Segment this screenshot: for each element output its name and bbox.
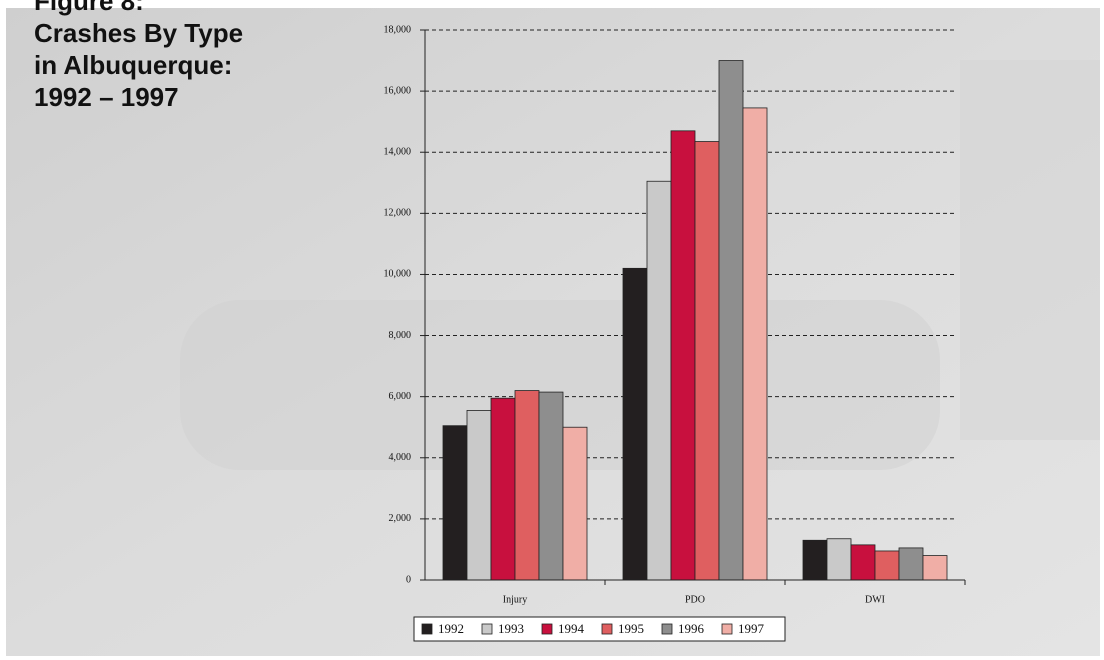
bar: [514, 390, 540, 581]
y-tick-label: 10,000: [384, 269, 412, 280]
bar: [670, 130, 696, 581]
y-tick-label: 14,000: [384, 147, 412, 158]
y-tick-label: 2,000: [389, 513, 412, 524]
bar: [898, 547, 924, 581]
legend-swatch: [601, 623, 613, 635]
photo-building: [960, 60, 1100, 440]
bar: [742, 107, 768, 581]
y-tick-label: 0: [406, 574, 411, 585]
bar: [646, 180, 672, 581]
legend-swatch: [661, 623, 673, 635]
y-tick-label: 8,000: [389, 330, 412, 341]
y-tick-label: 18,000: [384, 24, 412, 35]
chart-title: Crashes By Type: [34, 18, 243, 48]
bar: [850, 544, 876, 581]
bar: [538, 391, 564, 581]
x-tick-label: PDO: [685, 594, 705, 605]
y-tick-label: 16,000: [384, 85, 412, 96]
legend-label: 1997: [738, 621, 765, 636]
bar: [874, 550, 900, 581]
y-tick-label: 4,000: [389, 452, 412, 463]
bar: [802, 539, 828, 581]
bar: [562, 426, 588, 581]
y-tick-label: 12,000: [384, 208, 412, 219]
bar: [442, 425, 468, 581]
chart-title: Figure 8:: [34, 0, 144, 16]
y-tick-label: 6,000: [389, 391, 412, 402]
legend-label: 1992: [438, 621, 464, 636]
legend-label: 1996: [678, 621, 705, 636]
legend-swatch: [421, 623, 433, 635]
legend-label: 1993: [498, 621, 524, 636]
legend-swatch: [541, 623, 553, 635]
bar: [490, 397, 516, 581]
legend-swatch: [721, 623, 733, 635]
chart-title: 1992 – 1997: [34, 82, 179, 112]
chart-title: in Albuquerque:: [34, 50, 232, 80]
legend-swatch: [481, 623, 493, 635]
bar: [622, 267, 648, 581]
bar: [466, 410, 492, 581]
legend-label: 1994: [558, 621, 585, 636]
x-tick-label: DWI: [865, 594, 885, 605]
bar: [826, 538, 852, 581]
bar: [694, 141, 720, 581]
bar: [718, 60, 744, 581]
x-tick-label: Injury: [503, 594, 527, 605]
bar: [922, 555, 948, 581]
legend-label: 1995: [618, 621, 644, 636]
